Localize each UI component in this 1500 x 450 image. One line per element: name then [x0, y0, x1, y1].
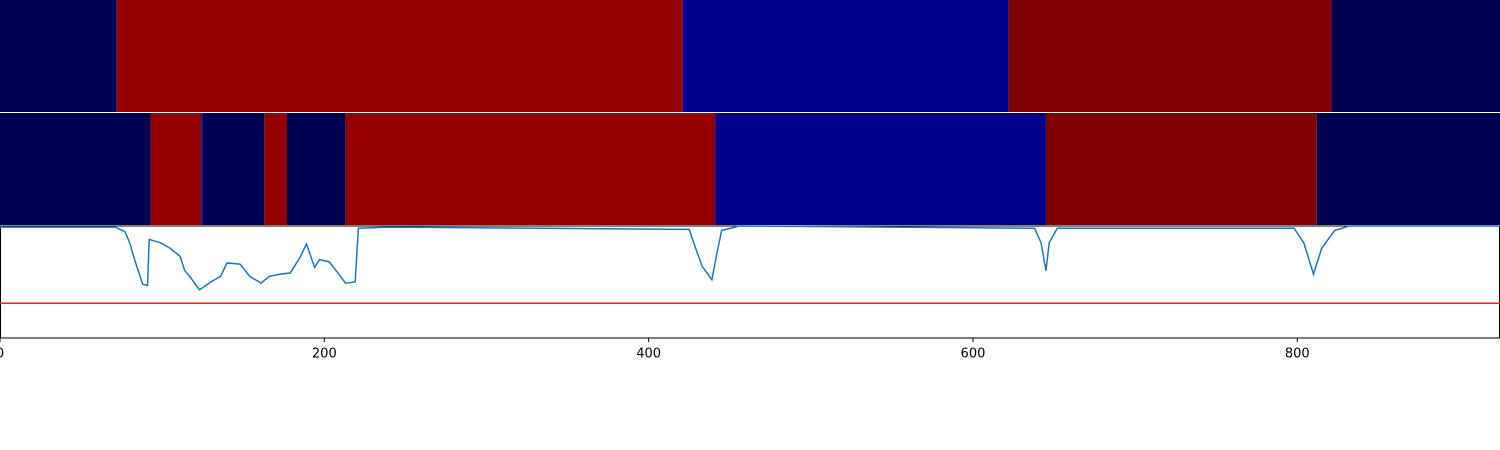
segment [345, 113, 716, 225]
segment [682, 0, 1009, 112]
line [0, 225, 1500, 291]
x-tick-label: 600 [961, 347, 986, 362]
segment [715, 113, 1046, 225]
segment [1331, 0, 1500, 112]
panel-frame [0, 225, 1500, 339]
segment [264, 113, 288, 225]
segment [1045, 113, 1317, 225]
x-tick-label: 800 [1285, 347, 1310, 362]
x-tick-label: 0 [0, 347, 4, 362]
segment [202, 113, 265, 225]
segment [0, 0, 117, 112]
segment [1008, 0, 1332, 112]
x-tick-label: 400 [636, 347, 661, 362]
x-tick-label: 200 [312, 347, 337, 362]
segment [201, 113, 203, 225]
segment [116, 0, 683, 112]
segment [1316, 113, 1500, 225]
segment [150, 113, 202, 225]
segment [287, 113, 346, 225]
segment [0, 113, 151, 225]
